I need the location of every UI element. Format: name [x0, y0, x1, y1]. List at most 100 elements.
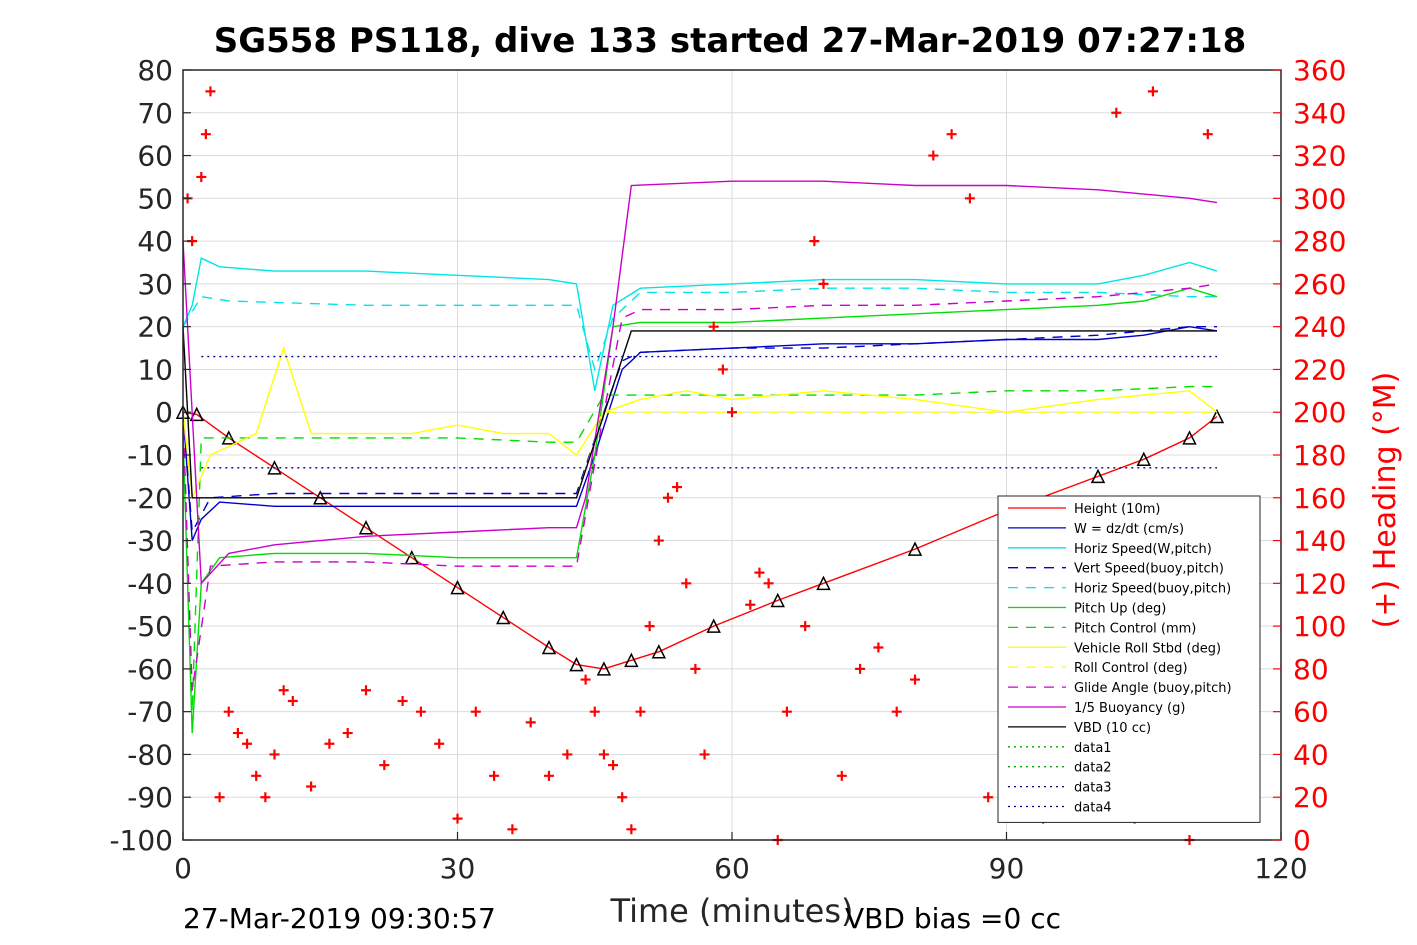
legend: Height (10m) W = dz/dt (cm/s) Horiz Speed(…	[997, 495, 1261, 823]
series-line-11	[182, 326, 1217, 499]
y-tick-label-12: -40	[127, 567, 173, 600]
heading-point-27	[544, 770, 554, 781]
y-tick-label-8: 0	[155, 396, 173, 429]
right-tick-label-14: 80	[1293, 653, 1329, 686]
heading-point-35	[635, 706, 646, 717]
heading-point-57	[891, 706, 902, 717]
heading-point-51	[800, 621, 811, 632]
heading-point-53	[818, 278, 829, 289]
heading-point-59	[928, 150, 939, 161]
heading-point-32	[608, 760, 619, 771]
legend-label-13: data2	[1074, 761, 1112, 776]
heading-point-13	[287, 695, 298, 706]
heading-point-37	[653, 535, 664, 546]
legend-label-3: Vert Speed(buoy,pitch)	[1074, 562, 1224, 577]
legend-label-7: Vehicle Roll Stbd (deg)	[1074, 641, 1221, 656]
y-tick-label-16: -80	[127, 738, 173, 771]
legend-label-6: Pitch Control (mm)	[1074, 621, 1196, 636]
x-tick-label-1: 30	[440, 852, 476, 885]
y-tick-label-9: -10	[127, 439, 173, 472]
height-marker-9	[541, 639, 557, 655]
legend-label-15: data4	[1074, 801, 1112, 816]
right-tick-label-12: 120	[1293, 567, 1346, 600]
series-line-7	[182, 345, 1218, 501]
height-marker-8	[496, 609, 511, 625]
heading-point-11	[269, 749, 280, 760]
heading-point-28	[562, 749, 573, 760]
heading-point-40	[681, 578, 692, 589]
heading-point-20	[415, 706, 426, 717]
heading-point-44	[717, 364, 728, 375]
legend-label-8: Roll Control (deg)	[1074, 661, 1188, 676]
heading-point-4	[205, 86, 216, 97]
heading-point-62	[983, 792, 994, 803]
y-tick-label-7: 10	[137, 353, 173, 386]
heading-point-46	[745, 599, 756, 610]
heading-point-12	[278, 685, 289, 696]
heading-point-22	[452, 813, 463, 824]
height-marker-20	[1136, 451, 1151, 467]
legend-label-12: data1	[1074, 741, 1112, 756]
heading-point-21	[434, 738, 445, 749]
heading-point-39	[672, 482, 683, 493]
heading-point-9	[251, 770, 262, 781]
heading-point-36	[644, 621, 655, 632]
legend-label-9: Glide Angle (buoy,pitch)	[1074, 681, 1232, 696]
heading-point-10	[260, 792, 271, 803]
heading-point-29	[580, 674, 591, 685]
legend-label-0: Height (10m)	[1074, 502, 1160, 517]
y-tick-label-0: 80	[137, 54, 173, 87]
legend-box	[997, 495, 1261, 823]
right-tick-label-7: 220	[1293, 353, 1346, 386]
series-line-6	[182, 385, 1217, 712]
height-marker-14	[706, 618, 721, 633]
heading-point-33	[617, 792, 628, 803]
heading-point-7	[232, 728, 243, 739]
heading-point-6	[223, 706, 234, 717]
series-line-2	[182, 257, 1218, 391]
heading-point-47	[754, 567, 765, 578]
height-marker-5	[358, 520, 374, 535]
height-marker-22	[1209, 408, 1225, 424]
legend-label-2: Horiz Speed(W,pitch)	[1074, 542, 1212, 557]
series-line-9	[182, 283, 1218, 691]
heading-point-2	[196, 171, 207, 182]
right-tick-label-2: 320	[1293, 140, 1346, 173]
right-tick-label-6: 240	[1293, 311, 1346, 344]
heading-point-31	[598, 749, 609, 760]
right-axis-label: (+) Heading (°M)	[1368, 372, 1403, 629]
right-tick-label-18: 0	[1293, 824, 1311, 857]
heading-point-14	[306, 781, 317, 792]
height-marker-17	[907, 541, 923, 556]
heading-point-30	[589, 706, 600, 717]
legend-label-4: Horiz Speed(buoy,pitch)	[1074, 582, 1231, 597]
heading-point-71	[1147, 86, 1158, 97]
right-tick-label-13: 100	[1293, 610, 1346, 643]
height-marker-12	[624, 652, 639, 668]
right-tick-label-4: 280	[1293, 225, 1346, 258]
series-line-10	[182, 180, 1218, 585]
right-tick-label-16: 40	[1293, 738, 1329, 771]
y-tick-label-11: -30	[127, 525, 173, 558]
height-marker-6	[404, 549, 419, 565]
heading-point-18	[379, 760, 390, 771]
footer-timestamp: 27-Mar-2019 09:30:57	[183, 902, 496, 935]
x-tick-label-2: 60	[714, 852, 750, 885]
y-tick-label-10: -20	[127, 482, 173, 515]
height-marker-15	[770, 592, 785, 608]
height-marker-19	[1090, 468, 1106, 484]
heading-point-61	[964, 193, 975, 204]
heading-point-42	[699, 749, 710, 760]
right-tick-label-17: 20	[1293, 781, 1329, 814]
right-tick-label-11: 140	[1293, 525, 1346, 558]
height-marker-13	[651, 644, 667, 659]
ticks: 0 30 60 90 12080706050403020100-10-20-30-40-…	[109, 54, 1346, 885]
right-tick-label-3: 300	[1293, 182, 1346, 215]
height-marker-16	[816, 575, 831, 591]
right-tick-label-1: 340	[1293, 97, 1346, 130]
heading-point-24	[489, 770, 500, 781]
heading-point-16	[342, 728, 353, 739]
height-marker-3	[267, 460, 282, 475]
height-marker-21	[1182, 430, 1197, 445]
